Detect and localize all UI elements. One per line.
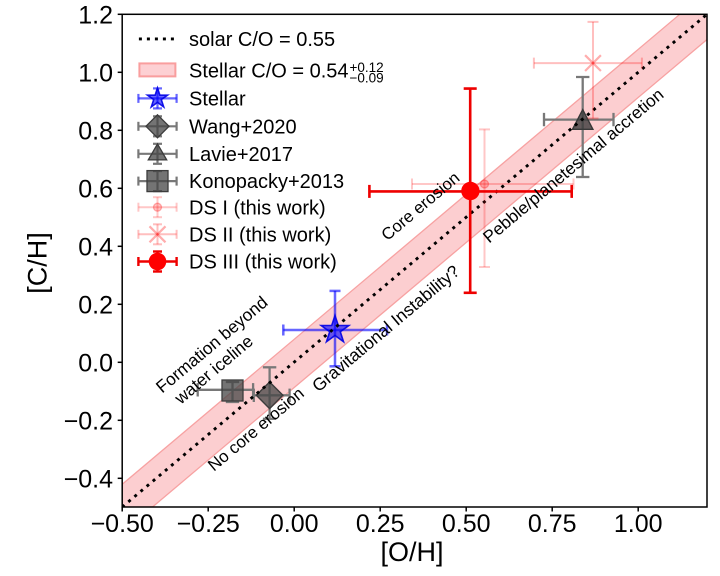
- svg-text:0.0: 0.0: [78, 349, 113, 377]
- svg-text:0.2: 0.2: [78, 291, 113, 319]
- svg-text:−0.4: −0.4: [64, 465, 113, 493]
- svg-text:Wang+2020: Wang+2020: [189, 116, 297, 138]
- svg-text:Stellar: Stellar: [189, 89, 246, 111]
- svg-text:Lavie+2017: Lavie+2017: [189, 144, 293, 166]
- svg-text:0.00: 0.00: [270, 510, 319, 538]
- svg-text:0.25: 0.25: [356, 510, 405, 538]
- svg-text:0.8: 0.8: [78, 117, 113, 145]
- svg-text:+0.12: +0.12: [350, 60, 384, 75]
- svg-text:1.00: 1.00: [614, 510, 663, 538]
- svg-text:DS III (this work): DS III (this work): [189, 252, 337, 274]
- svg-text:−0.09: −0.09: [350, 71, 384, 86]
- svg-text:Stellar C/O = 0.54: Stellar C/O = 0.54: [189, 60, 349, 82]
- svg-text:−0.50: −0.50: [91, 510, 154, 538]
- svg-text:0.75: 0.75: [528, 510, 577, 538]
- svg-text:1.2: 1.2: [78, 1, 113, 29]
- svg-text:DS II (this work): DS II (this work): [189, 224, 331, 246]
- svg-text:0.50: 0.50: [442, 510, 491, 538]
- svg-text:0.4: 0.4: [78, 233, 113, 261]
- svg-text:[O/H]: [O/H]: [380, 537, 443, 567]
- svg-text:DS I (this work): DS I (this work): [189, 197, 326, 219]
- svg-text:−0.25: −0.25: [177, 510, 240, 538]
- svg-text:0.6: 0.6: [78, 175, 113, 203]
- svg-text:1.0: 1.0: [78, 59, 113, 87]
- svg-text:solar C/O = 0.55: solar C/O = 0.55: [189, 29, 335, 51]
- svg-text:[C/H]: [C/H]: [23, 232, 53, 294]
- svg-text:Konopacky+2013: Konopacky+2013: [189, 171, 344, 193]
- svg-text:−0.2: −0.2: [64, 407, 113, 435]
